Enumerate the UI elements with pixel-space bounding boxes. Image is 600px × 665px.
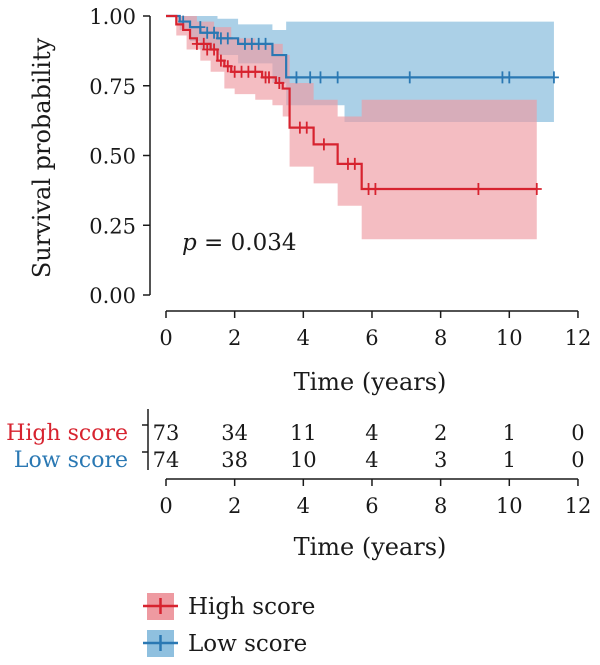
censor-mark-low-score: [260, 37, 271, 50]
risk-count-high-score: 0: [571, 421, 584, 445]
censor-mark-low-score: [404, 71, 415, 84]
x-tick-label: 8: [434, 326, 447, 350]
legend-item-high-score: High score: [143, 593, 315, 620]
x-tick-label: 12: [565, 326, 592, 350]
censor-mark-high-score: [370, 182, 381, 195]
risk-table-x-tick-label: 2: [228, 494, 241, 518]
censor-mark-high-score: [263, 71, 274, 84]
p-symbol: p: [182, 230, 197, 256]
risk-table-x-tick-label: 0: [159, 494, 172, 518]
censor-mark-low-score: [315, 71, 326, 84]
survival-curve-high-score: [166, 14, 537, 191]
censor-mark-low-score: [332, 71, 343, 84]
risk-table-x-tick-label: 8: [434, 494, 447, 518]
legend-item-low-score: Low score: [143, 630, 307, 657]
x-tick-label: 10: [496, 326, 523, 350]
risk-count-low-score: 38: [221, 448, 248, 472]
censor-mark-high-score: [531, 182, 542, 195]
x-tick-label: 6: [365, 326, 378, 350]
censor-mark-high-score: [250, 65, 261, 78]
y-tick-label: 0.00: [89, 284, 136, 308]
risk-count-high-score: 4: [365, 421, 378, 445]
censor-mark-low-score: [209, 26, 220, 39]
x-axis-label: Time (years): [294, 368, 447, 396]
risk-count-low-score: 3: [434, 448, 447, 472]
censor-mark-low-score: [195, 21, 206, 34]
risk-count-low-score: 10: [290, 448, 317, 472]
legend-label-low-score: Low score: [188, 631, 307, 657]
censor-mark-high-score: [349, 157, 360, 170]
ci-band-low-score: [166, 16, 554, 123]
censor-mark-low-score: [222, 32, 233, 45]
risk-count-high-score: 34: [221, 421, 248, 445]
risk-count-high-score: 2: [434, 421, 447, 445]
censor-mark-high-score: [222, 60, 233, 73]
y-tick-label: 0.75: [89, 75, 136, 99]
y-tick-label: 0.50: [89, 145, 136, 169]
censor-mark-high-score: [301, 121, 312, 134]
risk-count-low-score: 1: [503, 448, 516, 472]
risk-table-x-tick-label: 6: [365, 494, 378, 518]
risk-table-x-axis-label: Time (years): [294, 533, 447, 561]
legend-label-high-score: High score: [188, 594, 315, 620]
risk-table-label-high-score: High score: [6, 421, 128, 446]
x-tick-label: 2: [228, 326, 241, 350]
censor-mark-low-score: [305, 71, 316, 84]
y-axis-label: Survival probability: [28, 37, 56, 278]
risk-count-high-score: 11: [290, 421, 317, 445]
y-tick-label: 0.25: [89, 214, 136, 238]
censor-mark-high-score: [318, 138, 329, 151]
risk-count-high-score: 1: [503, 421, 516, 445]
legend: High score Low score: [143, 593, 315, 657]
censor-mark-high-score: [473, 182, 484, 195]
risk-table-label-low-score: Low score: [14, 448, 128, 473]
risk-count-low-score: 0: [571, 448, 584, 472]
risk-count-low-score: 74: [153, 448, 180, 472]
censor-mark-low-score: [548, 71, 559, 84]
censor-mark-high-score: [215, 54, 226, 67]
risk-table-x-tick-label: 12: [565, 494, 592, 518]
risk-table-x-tick-label: 4: [297, 494, 310, 518]
censor-mark-low-score: [504, 71, 515, 84]
risk-count-low-score: 4: [365, 448, 378, 472]
x-tick-label: 4: [297, 326, 310, 350]
y-tick-label: 1.00: [89, 5, 136, 29]
censor-mark-low-score: [291, 71, 302, 84]
survival-plot: 0.00 0.25 0.50 0.75 1.00 0 2 4 6 8 10 12: [89, 5, 591, 350]
censor-mark-high-score: [274, 76, 285, 89]
p-value-text: = 0.034: [197, 230, 297, 256]
risk-count-high-score: 73: [153, 421, 180, 445]
censor-mark-high-score: [209, 43, 220, 56]
p-value-annotation: p = 0.034: [182, 230, 296, 256]
x-tick-label: 0: [159, 326, 172, 350]
risk-table-x-tick-label: 10: [496, 494, 523, 518]
